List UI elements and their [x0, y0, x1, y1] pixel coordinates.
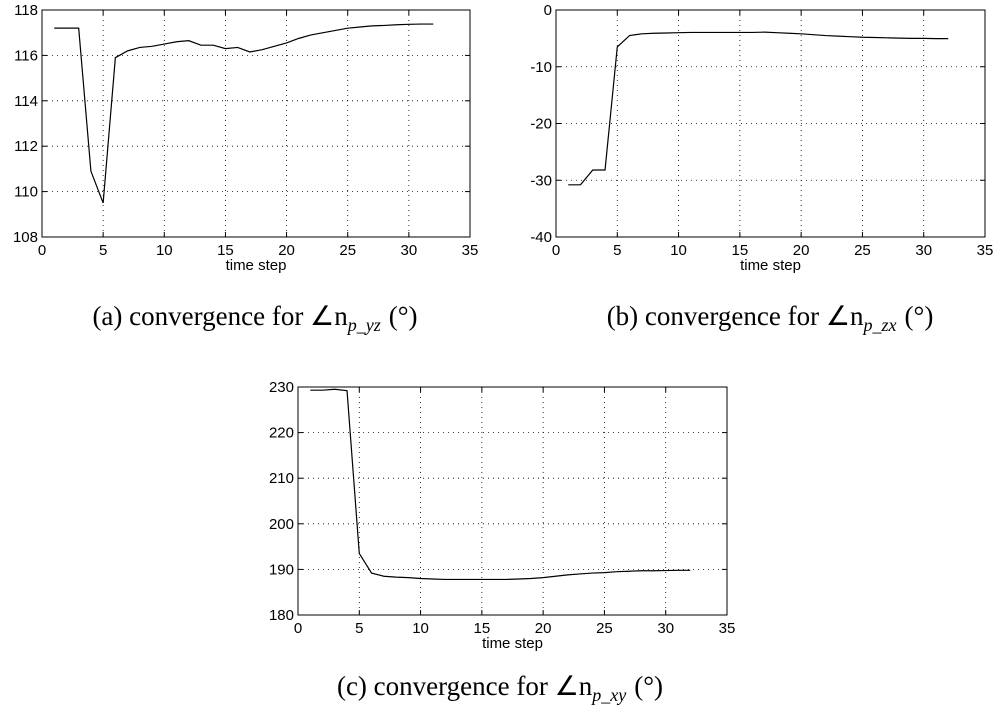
caption-subscript: p_yz: [346, 315, 381, 335]
x-axis-label: time step: [740, 257, 801, 274]
plot-area: [556, 10, 985, 237]
y-tick-label: -10: [530, 59, 552, 76]
caption: (a) convergence for ∠np_yz (°): [92, 301, 417, 335]
plot-area: [42, 10, 470, 237]
caption-text: (c) convergence for ∠n: [337, 671, 593, 701]
x-tick-label: 15: [732, 242, 749, 259]
x-tick-label: 25: [596, 620, 613, 637]
caption-text: (a) convergence for ∠n: [92, 301, 348, 331]
x-tick-label: 10: [670, 242, 687, 259]
caption-subscript: p_xy: [590, 685, 626, 705]
x-tick-label: 5: [613, 242, 621, 259]
x-tick-label: 10: [412, 620, 429, 637]
caption-end: (°): [389, 301, 418, 331]
x-tick-label: 25: [339, 242, 356, 259]
x-tick-label: 30: [915, 242, 932, 259]
x-tick-label: 5: [355, 620, 363, 637]
plot-frame: [297, 386, 728, 616]
x-tick-label: 0: [552, 242, 560, 259]
x-tick-label: 10: [156, 242, 173, 259]
x-tick-label: 15: [474, 620, 491, 637]
plot-area: [298, 387, 727, 615]
x-axis-label: time step: [482, 635, 543, 652]
data-line: [310, 388, 691, 581]
y-tick-label: 112: [14, 138, 38, 155]
x-tick-label: 35: [462, 242, 479, 259]
y-tick-label: 200: [269, 516, 294, 533]
x-tick-label: 0: [38, 242, 46, 259]
caption-end: (°): [634, 671, 663, 701]
y-tick-label: 108: [13, 229, 38, 246]
caption: (b) convergence for ∠np_zx (°): [607, 301, 934, 335]
y-tick-label: 180: [269, 607, 294, 624]
x-tick-label: 35: [719, 620, 736, 637]
y-tick-label: 230: [269, 379, 294, 396]
y-tick-label: -40: [530, 229, 552, 246]
caption-text: (b) convergence for ∠n: [607, 301, 864, 331]
y-tick-label: 116: [14, 47, 38, 64]
y-tick-label: 220: [269, 425, 294, 442]
y-tick-label: -20: [530, 116, 552, 133]
x-axis-label: time step: [226, 257, 287, 274]
x-tick-label: 0: [294, 620, 302, 637]
y-tick-label: 190: [269, 561, 294, 578]
x-tick-label: 20: [278, 242, 295, 259]
x-tick-label: 20: [535, 620, 552, 637]
y-tick-label: 110: [14, 184, 38, 201]
y-tick-label: -30: [530, 172, 552, 189]
x-tick-label: 30: [401, 242, 418, 259]
caption-end: (°): [905, 301, 934, 331]
x-tick-label: 20: [793, 242, 810, 259]
caption-subscript: p_zx: [862, 315, 897, 335]
y-tick-label: 114: [14, 93, 38, 110]
x-tick-label: 35: [977, 242, 994, 259]
plot-frame: [555, 9, 986, 238]
data-line: [54, 23, 434, 204]
plot-frame: [41, 9, 471, 238]
data-line: [568, 31, 949, 186]
y-tick-label: 0: [544, 2, 552, 19]
x-tick-label: 25: [854, 242, 871, 259]
caption: (c) convergence for ∠np_xy (°): [337, 671, 663, 705]
x-tick-label: 15: [217, 242, 234, 259]
x-tick-label: 5: [99, 242, 107, 259]
y-tick-label: 210: [269, 470, 294, 487]
x-tick-label: 30: [657, 620, 674, 637]
y-tick-label: 118: [14, 2, 38, 19]
